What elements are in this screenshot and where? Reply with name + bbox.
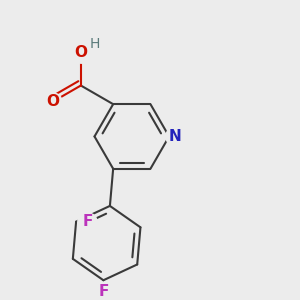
Text: N: N — [168, 129, 181, 144]
Text: O: O — [74, 45, 87, 60]
Text: F: F — [82, 214, 93, 229]
Text: O: O — [46, 94, 59, 110]
Text: H: H — [89, 38, 100, 52]
Text: F: F — [98, 284, 109, 299]
